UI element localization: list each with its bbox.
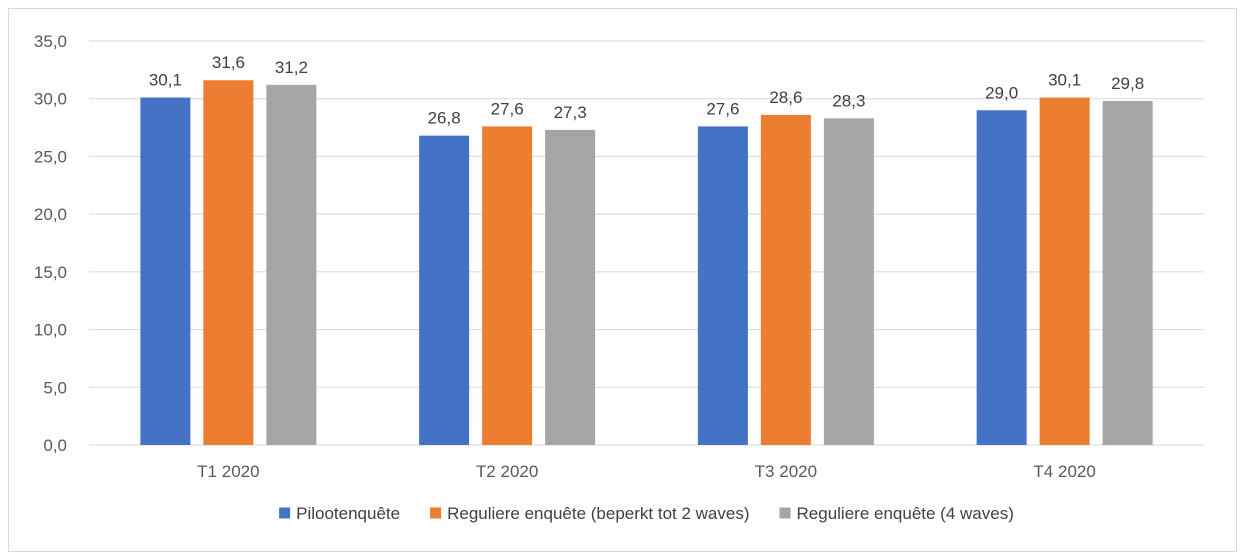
legend-label: Reguliere enquête (beperkt tot 2 waves)	[447, 504, 749, 523]
x-tick-label: T1 2020	[197, 462, 259, 481]
legend-swatch	[779, 507, 791, 519]
y-tick-label: 35,0	[34, 32, 67, 51]
data-label: 26,8	[428, 109, 461, 128]
legend: Pilootenquête Reguliere enquête (beperkt …	[279, 504, 1014, 523]
data-label: 30,1	[149, 71, 182, 90]
data-label: 29,8	[1111, 74, 1144, 93]
x-axis-ticks: T1 2020 T2 2020 T3 2020 T4 2020	[197, 462, 1096, 481]
y-tick-label: 15,0	[34, 263, 67, 282]
bars	[140, 80, 1153, 446]
data-labels: 30,1 31,6 31,2 26,8 27,6 27,3 27,6 28,6 28,3 29,0…	[149, 53, 1144, 127]
bar	[203, 80, 254, 445]
legend-label: Reguliere enquête (4 waves)	[797, 504, 1014, 523]
data-label: 27,6	[491, 99, 524, 118]
data-label: 27,3	[554, 103, 587, 122]
data-label: 30,1	[1048, 71, 1081, 90]
bar	[760, 114, 811, 446]
gridlines	[89, 40, 1204, 446]
data-label: 31,6	[212, 53, 245, 72]
bar	[419, 135, 470, 445]
bar	[482, 126, 533, 445]
bar-chart: 0,05,010,015,020,025,030,035,0 30,131,6 3…	[34, 32, 1204, 523]
bar	[545, 129, 596, 445]
y-tick-label: 5,0	[43, 378, 67, 397]
y-axis-ticks: 0,0 5,0 10,0 15,0 20,0 25,0 30,0 35,0	[34, 32, 67, 455]
y-tick-label: 25,0	[34, 147, 67, 166]
data-label: 28,6	[769, 88, 802, 107]
bar	[823, 118, 874, 445]
bar	[697, 126, 748, 445]
data-label: 29,0	[985, 83, 1018, 102]
y-tick-label: 20,0	[34, 205, 67, 224]
bar	[266, 84, 317, 445]
legend-swatch	[279, 507, 291, 519]
chart-container: 0,0 5,0 10,0 15,0 20,0 25,0 30,0 35,0 30,1 31,6 3…	[8, 8, 1237, 552]
bar	[976, 110, 1027, 445]
x-tick-label: T4 2020	[1033, 462, 1095, 481]
legend-label: Pilootenquête	[296, 504, 400, 523]
y-tick-label: 0,0	[43, 436, 67, 455]
data-label: 31,2	[275, 58, 308, 77]
y-tick-label: 30,0	[34, 90, 67, 109]
x-tick-label: T2 2020	[476, 462, 538, 481]
legend-swatch	[430, 507, 442, 519]
bar	[140, 97, 191, 445]
bar	[1039, 97, 1090, 445]
data-label: 28,3	[832, 91, 865, 110]
bar	[1102, 101, 1153, 445]
y-tick-label: 10,0	[34, 321, 67, 340]
data-label: 27,6	[706, 99, 739, 118]
x-tick-label: T3 2020	[755, 462, 817, 481]
